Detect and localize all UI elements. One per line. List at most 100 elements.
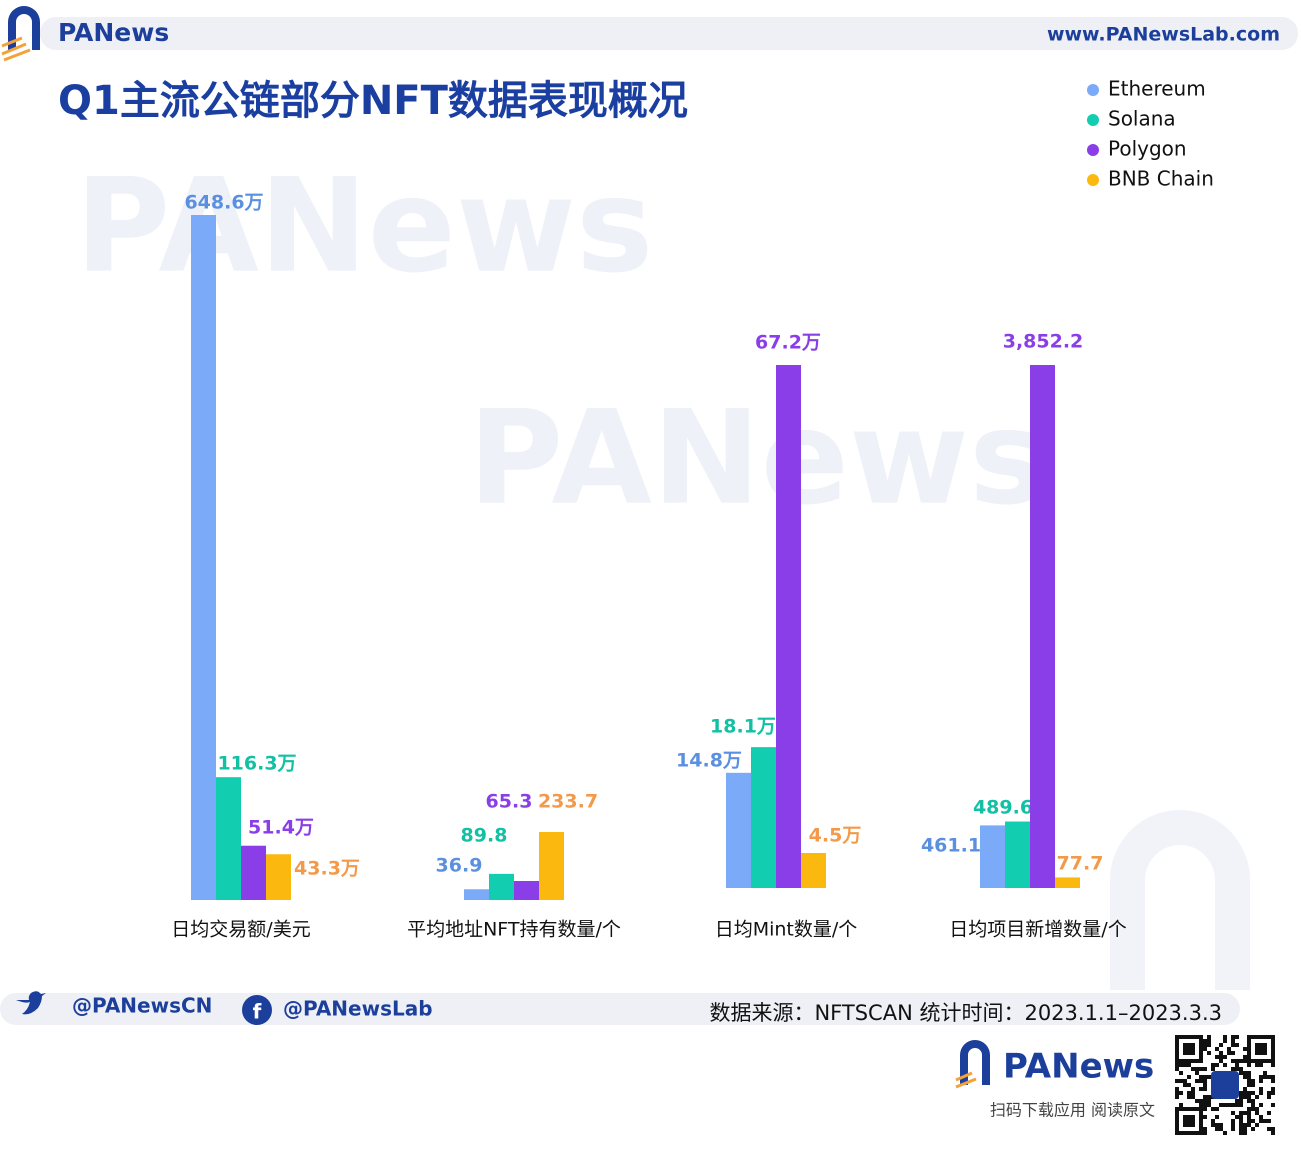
qr-cell: [1207, 1103, 1211, 1107]
twitter-icon: [16, 991, 46, 1015]
qr-cell: [1239, 1103, 1243, 1107]
qr-cell: [1243, 1087, 1247, 1091]
qr-cell: [1203, 1099, 1207, 1103]
qr-cell: [1259, 1087, 1263, 1091]
qr-cell: [1203, 1095, 1207, 1099]
qr-cell: [1271, 1063, 1275, 1067]
qr-cell: [1255, 1095, 1259, 1099]
category-label: 日均交易额/美元: [171, 919, 310, 941]
value-label: 77.7: [1057, 853, 1104, 875]
qr-cell: [1259, 1075, 1263, 1079]
qr-cell: [1203, 1107, 1207, 1111]
qr-cell: [1255, 1107, 1259, 1111]
qr-cell: [1227, 1103, 1231, 1107]
category-label: 日均Mint数量/个: [715, 919, 858, 941]
qr-cell: [1239, 1067, 1243, 1071]
qr-cell: [1235, 1067, 1239, 1071]
qr-cell: [1251, 1091, 1255, 1095]
qr-cell: [1183, 1083, 1187, 1087]
qr-cell: [1247, 1111, 1251, 1115]
qr-cell: [1231, 1035, 1235, 1039]
qr-cell: [1271, 1103, 1275, 1107]
qr-cell: [1271, 1091, 1275, 1095]
qr-cell: [1235, 1115, 1239, 1119]
qr-cell: [1195, 1071, 1199, 1075]
qr-cell: [1219, 1055, 1223, 1059]
qr-cell: [1175, 1079, 1179, 1083]
qr-cell: [1247, 1079, 1251, 1083]
qr-cell: [1247, 1075, 1251, 1079]
qr-cell: [1191, 1095, 1195, 1099]
qr-cell: [1227, 1051, 1231, 1055]
qr-cell: [1203, 1079, 1207, 1083]
qr-cell: [1231, 1119, 1235, 1123]
qr-cell: [1219, 1127, 1223, 1131]
qr-cell: [1211, 1119, 1215, 1123]
qr-cell: [1235, 1035, 1239, 1039]
value-label: 233.7: [538, 791, 598, 813]
qr-finder: [1183, 1043, 1195, 1055]
qr-cell: [1175, 1095, 1179, 1099]
category-label: 平均地址NFT持有数量/个: [407, 919, 621, 941]
qr-cell: [1219, 1123, 1223, 1127]
qr-cell: [1219, 1043, 1223, 1047]
qr-cell: [1187, 1075, 1191, 1079]
legend-swatch: [1087, 84, 1099, 96]
qr-cell: [1207, 1043, 1211, 1047]
brand-name: PANews: [58, 18, 169, 47]
qr-cell: [1231, 1039, 1235, 1043]
qr-cell: [1223, 1055, 1227, 1059]
qr-cell: [1215, 1127, 1219, 1131]
qr-cell: [1263, 1071, 1267, 1075]
qr-cell: [1271, 1127, 1275, 1131]
qr-cell: [1239, 1127, 1243, 1131]
qr-cell: [1259, 1119, 1263, 1123]
qr-cell: [1195, 1099, 1199, 1103]
twitter-handle: @PANewsCN: [72, 994, 212, 1018]
qr-cell: [1187, 1083, 1191, 1087]
qr-cell: [1271, 1075, 1275, 1079]
qr-cell: [1239, 1095, 1243, 1099]
qr-cell: [1239, 1059, 1243, 1063]
qr-cell: [1239, 1111, 1243, 1115]
qr-cell: [1267, 1111, 1271, 1115]
bar: [539, 832, 564, 900]
qr-cell: [1259, 1091, 1263, 1095]
qr-cell: [1271, 1087, 1275, 1091]
qr-cell: [1243, 1055, 1247, 1059]
header-band: [40, 17, 1298, 50]
bar: [266, 854, 291, 900]
qr-cell: [1203, 1075, 1207, 1079]
qr-cell: [1239, 1099, 1243, 1103]
qr-cell: [1271, 1131, 1275, 1135]
qr-cell: [1263, 1075, 1267, 1079]
download-text: 扫码下载应用 阅读原文: [990, 1101, 1155, 1120]
legend-label: Polygon: [1108, 137, 1187, 161]
qr-finder: [1255, 1043, 1267, 1055]
qr-cell: [1263, 1119, 1267, 1123]
qr-cell: [1199, 1079, 1203, 1083]
qr-cell: [1183, 1063, 1187, 1067]
qr-cell: [1247, 1095, 1251, 1099]
qr-cell: [1251, 1119, 1255, 1123]
footer-band: [0, 993, 1240, 1025]
qr-cell: [1179, 1091, 1183, 1095]
qr-finder: [1175, 1107, 1203, 1135]
qr-cell: [1251, 1083, 1255, 1087]
value-label: 36.9: [436, 855, 483, 877]
qr-cell: [1239, 1091, 1243, 1095]
bar: [241, 845, 266, 900]
qr-finder: [1247, 1035, 1275, 1063]
value-label: 18.1万: [710, 716, 776, 738]
bar: [801, 852, 826, 888]
value-label: 461.1: [921, 835, 981, 857]
chart-title: Q1主流公链部分NFT数据表现概况: [58, 78, 688, 124]
bar: [980, 825, 1005, 888]
qr-code: [1175, 1035, 1275, 1135]
qr-cell: [1203, 1047, 1207, 1051]
qr-cell: [1175, 1087, 1179, 1091]
qr-cell: [1231, 1123, 1235, 1127]
qr-cell: [1219, 1051, 1223, 1055]
qr-cell: [1247, 1119, 1251, 1123]
